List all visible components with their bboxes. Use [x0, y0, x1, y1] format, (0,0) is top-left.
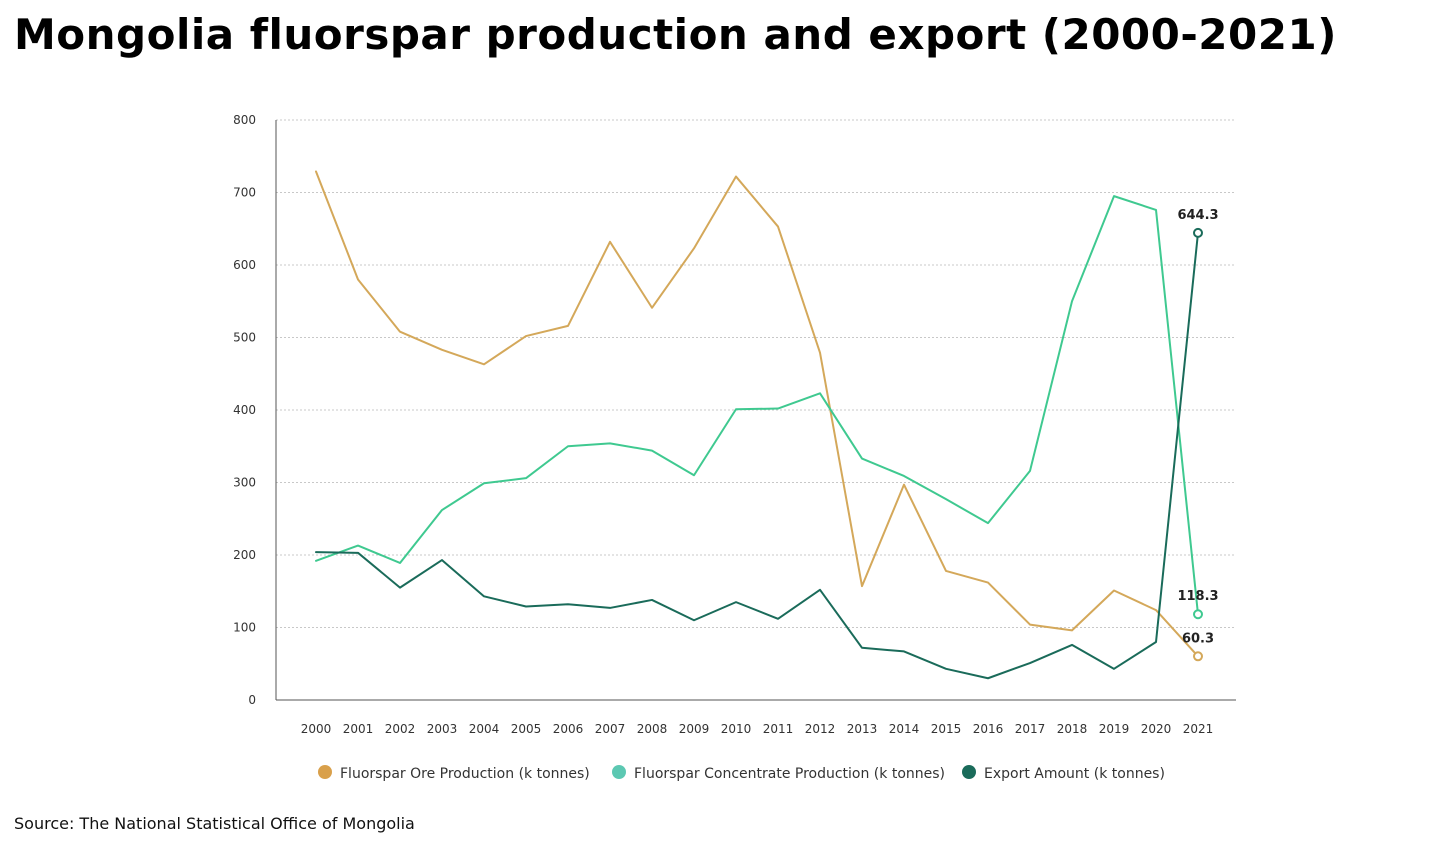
x-tick-label: 2009 — [679, 722, 710, 736]
y-tick-label: 300 — [233, 476, 256, 490]
x-tick-labels: 2000 2001 2002 2003 2004 2005 2006 2007 2008 2009… — [301, 722, 1214, 736]
legend-marker — [962, 765, 976, 779]
end-marker-2 — [1194, 610, 1202, 618]
x-tick-label: 2002 — [385, 722, 416, 736]
x-tick-label: 2011 — [763, 722, 794, 736]
x-tick-label: 2014 — [889, 722, 920, 736]
x-tick-label: 2012 — [805, 722, 836, 736]
gridlines — [276, 120, 1236, 628]
series-line-1 — [316, 171, 1198, 656]
x-tick-label: 2010 — [721, 722, 752, 736]
x-tick-label: 2004 — [469, 722, 500, 736]
series-line-2 — [316, 196, 1198, 614]
end-markers: 60.3 118.3 644.3 — [1177, 208, 1218, 660]
y-tick-label: 500 — [233, 331, 256, 345]
legend-label: Fluorspar Concentrate Production (k tonn… — [634, 766, 945, 782]
x-tick-label: 2016 — [973, 722, 1004, 736]
x-tick-label: 2005 — [511, 722, 542, 736]
y-tick-label: 100 — [233, 621, 256, 635]
x-tick-label: 2013 — [847, 722, 878, 736]
end-marker-1 — [1194, 652, 1202, 660]
y-tick-label: 200 — [233, 548, 256, 562]
end-marker-3 — [1194, 229, 1202, 237]
legend-marker — [612, 765, 626, 779]
series-line-3 — [316, 233, 1198, 678]
x-tick-label: 2001 — [343, 722, 374, 736]
y-tick-label: 0 — [248, 693, 256, 707]
data-label: 60.3 — [1182, 631, 1214, 646]
legend: Fluorspar Ore Production (k tonnes) Fluor… — [318, 765, 1165, 782]
x-tick-label: 2021 — [1183, 722, 1214, 736]
y-tick-label: 700 — [233, 186, 256, 200]
x-tick-label: 2000 — [301, 722, 332, 736]
data-label: 644.3 — [1177, 208, 1218, 223]
legend-marker — [318, 765, 332, 779]
x-tick-label: 2006 — [553, 722, 584, 736]
x-tick-label: 2003 — [427, 722, 458, 736]
legend-label: Fluorspar Ore Production (k tonnes) — [340, 766, 590, 782]
x-tick-label: 2007 — [595, 722, 626, 736]
x-tick-label: 2017 — [1015, 722, 1046, 736]
series-lines — [316, 171, 1198, 678]
y-tick-label: 600 — [233, 258, 256, 272]
y-tick-label: 400 — [233, 403, 256, 417]
x-tick-label: 2008 — [637, 722, 668, 736]
legend-label: Export Amount (k tonnes) — [984, 766, 1165, 782]
x-tick-label: 2015 — [931, 722, 962, 736]
data-label: 118.3 — [1177, 589, 1218, 604]
x-tick-label: 2020 — [1141, 722, 1172, 736]
y-tick-labels: 0 100 200 300 400 500 600 700 800 — [233, 113, 256, 707]
x-tick-label: 2019 — [1099, 722, 1130, 736]
x-tick-label: 2018 — [1057, 722, 1088, 736]
source-note: Source: The National Statistical Office … — [14, 814, 415, 833]
y-tick-label: 800 — [233, 113, 256, 127]
